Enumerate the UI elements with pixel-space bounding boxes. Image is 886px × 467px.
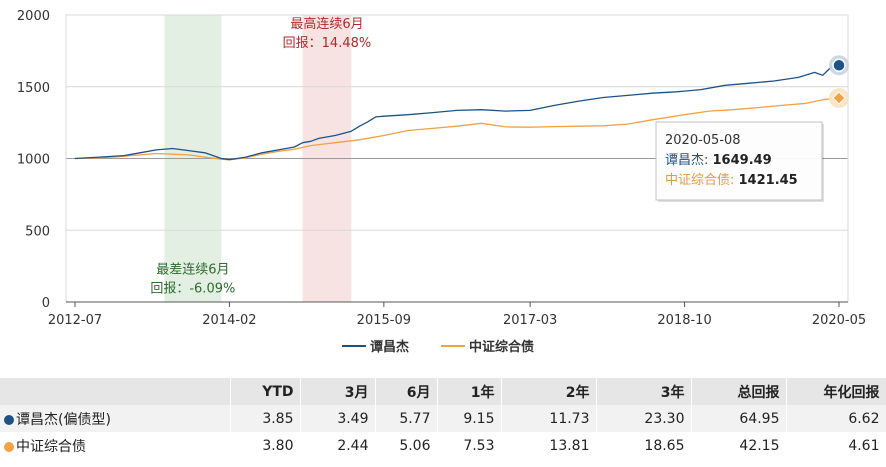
x-tick-label: 2018-10 <box>657 313 711 328</box>
series-line <box>74 97 840 161</box>
series-line <box>74 64 840 161</box>
table-cell: 9.15 <box>437 405 502 432</box>
tooltip-series-name: 中证综合债: <box>665 173 739 188</box>
tooltip-row: 中证综合债: 1421.45 <box>665 173 798 188</box>
tooltip-date: 2020-05-08 <box>665 133 741 148</box>
table-header-row: YTD 3月 6月 1年 2年 3年 总回报 年化回报 <box>0 378 886 405</box>
table-header-cell: 3月 <box>300 378 376 405</box>
table-cell: 13.81 <box>501 432 597 459</box>
table-header-cell: 1年 <box>437 378 502 405</box>
x-tick-label: 2014-02 <box>202 313 256 328</box>
table-cell: 42.15 <box>691 432 787 459</box>
table-cell: 3.85 <box>230 405 301 432</box>
table-header-cell: 3年 <box>596 378 692 405</box>
x-tick-label: 2020-05 <box>812 313 866 328</box>
table-cell: 7.53 <box>437 432 502 459</box>
table-cell: 11.73 <box>501 405 597 432</box>
y-tick-label: 0 <box>42 296 50 311</box>
table-cell: 5.06 <box>375 432 438 459</box>
row-name: 谭昌杰(偏债型) <box>16 411 111 428</box>
table-header-cell: 总回报 <box>691 378 787 405</box>
tooltip-box <box>655 121 823 201</box>
tooltip-series-value: 1649.49 <box>713 153 772 168</box>
legend-label: 谭昌杰 <box>370 339 409 355</box>
row-name: 中证综合债 <box>16 438 86 455</box>
tooltip: 2020-05-08 谭昌杰: 1649.49 中证综合债: 1421.45 <box>655 121 824 202</box>
series-dot-icon <box>4 414 14 425</box>
x-tick-label: 2012-07 <box>48 313 102 328</box>
table-cell: 5.77 <box>375 405 438 432</box>
end-marker-circle <box>832 58 846 73</box>
tooltip-series-value: 1421.45 <box>739 173 798 188</box>
y-tick-label: 1000 <box>17 153 50 168</box>
series-lines <box>74 64 840 161</box>
table-cell: 6.62 <box>786 405 886 432</box>
table-row: 谭昌杰(偏债型) 3.85 3.49 5.77 9.15 11.73 23.30… <box>0 405 886 432</box>
series-dot-icon <box>4 441 14 452</box>
y-axis-ticks: 0 500 1000 1500 2000 <box>17 9 50 311</box>
table-cell: 4.61 <box>786 432 886 459</box>
tooltip-row: 谭昌杰: 1649.49 <box>665 153 772 168</box>
band-label-title: 最差连续6月 <box>156 261 229 277</box>
performance-table: YTD 3月 6月 1年 2年 3年 总回报 年化回报 谭昌杰(偏债型) 3.8… <box>0 378 886 459</box>
tooltip-series-name: 谭昌杰: <box>665 153 713 168</box>
table-header-cell: YTD <box>230 378 301 405</box>
band-label-return: 回报：14.48% <box>283 36 372 51</box>
table-row: 中证综合债 3.80 2.44 5.06 7.53 13.81 18.65 42… <box>0 432 886 459</box>
table-cell: 3.49 <box>300 405 376 432</box>
x-axis: 2012-07 2014-02 2015-09 2017-03 2018-10 2020-… <box>48 301 866 328</box>
table-cell: 3.80 <box>230 432 301 459</box>
table-header-cell: 6月 <box>375 378 438 405</box>
legend: 谭昌杰 中证综合债 <box>342 339 534 355</box>
end-markers <box>829 55 849 109</box>
table-cell: 2.44 <box>300 432 376 459</box>
y-tick-label: 2000 <box>17 9 50 24</box>
y-tick-label: 500 <box>25 224 50 239</box>
x-tick-label: 2015-09 <box>357 313 411 328</box>
table-cell: 23.30 <box>596 405 692 432</box>
table-header-name <box>0 378 231 405</box>
table-cell: 64.95 <box>691 405 787 432</box>
band-label-title: 最高连续6月 <box>290 16 363 32</box>
end-marker-diamond <box>832 91 846 105</box>
x-tick-label: 2017-03 <box>503 313 557 328</box>
table-header-cell: 年化回报 <box>786 378 886 405</box>
table-cell: 18.65 <box>596 432 692 459</box>
row-name-cell: 谭昌杰(偏债型) <box>0 405 231 432</box>
y-tick-label: 1500 <box>17 81 50 96</box>
table-header-cell: 2年 <box>501 378 597 405</box>
row-name-cell: 中证综合债 <box>0 432 231 459</box>
band-label-return: 回报：-6.09% <box>150 281 235 296</box>
legend-label: 中证综合债 <box>469 339 534 355</box>
